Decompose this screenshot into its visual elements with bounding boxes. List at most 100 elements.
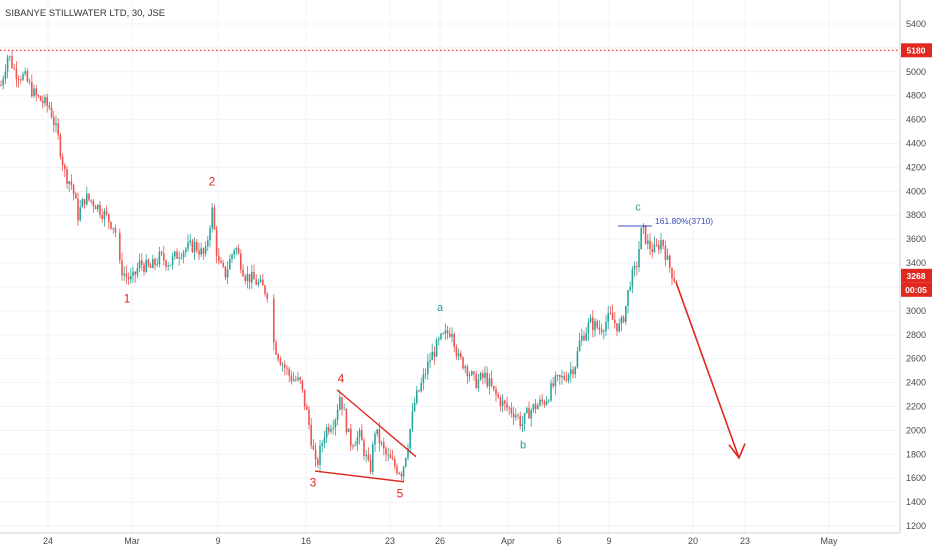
candle-body xyxy=(372,444,374,472)
candle-body xyxy=(284,364,286,368)
candle-body xyxy=(629,287,631,291)
candle-body xyxy=(50,107,53,118)
candle-body xyxy=(92,201,95,207)
candle-body xyxy=(523,413,526,425)
price-tick-label: 4600 xyxy=(906,115,926,125)
candle-body xyxy=(389,454,392,459)
candle-body xyxy=(413,402,416,412)
candle-body xyxy=(598,327,601,330)
resistance-price-badge: 5180 xyxy=(907,45,926,55)
time-tick-label: 9 xyxy=(606,536,611,546)
candle-body xyxy=(86,193,88,205)
candle-body xyxy=(79,207,81,221)
chart-title: SIBANYE STILLWATER LTD, 30, JSE xyxy=(5,8,165,19)
candle-body xyxy=(396,466,398,473)
last-price-badge: 3268 xyxy=(907,271,926,281)
candle-body xyxy=(123,273,125,276)
candle-body xyxy=(493,385,495,389)
candle-body xyxy=(352,445,354,447)
candle-body xyxy=(664,245,667,260)
projection-arrow-head xyxy=(728,443,746,460)
price-tick-label: 3600 xyxy=(906,234,926,244)
candle-body xyxy=(72,184,75,194)
candle-body xyxy=(614,319,616,324)
candle-body xyxy=(532,404,535,411)
price-tick-label: 4000 xyxy=(906,186,926,196)
candle-body xyxy=(325,427,328,438)
price-tick-label: 4800 xyxy=(906,91,926,101)
wave-label-5: 5 xyxy=(397,486,404,500)
price-tick-label: 2600 xyxy=(906,354,926,364)
candle-body xyxy=(323,437,326,444)
price-tick-label: 2000 xyxy=(906,425,926,435)
candle-body xyxy=(68,181,70,184)
candle-body xyxy=(165,260,167,267)
candle-body xyxy=(464,366,466,369)
candle-body xyxy=(660,240,662,250)
candle-body xyxy=(490,378,493,386)
candle-body xyxy=(97,204,99,210)
candle-body xyxy=(446,330,449,334)
candle-body xyxy=(521,424,524,427)
candle-body xyxy=(418,390,420,392)
candle-body xyxy=(422,374,425,383)
candle-body xyxy=(134,271,136,275)
candle-body xyxy=(143,264,145,272)
resistance-price-badge-bg xyxy=(901,43,932,58)
candle-body xyxy=(229,259,231,270)
candle-body xyxy=(108,214,110,222)
price-tick-label: 2800 xyxy=(906,330,926,340)
candle-body xyxy=(336,409,339,421)
wave-label-1: 1 xyxy=(124,291,131,305)
price-tick-label: 4400 xyxy=(906,139,926,149)
candle-body xyxy=(35,88,37,96)
candle-body xyxy=(651,248,653,253)
candle-body xyxy=(383,442,385,449)
last-price-badge-bg xyxy=(901,268,932,283)
candle-body xyxy=(343,409,345,411)
candle-body xyxy=(130,275,132,280)
candle-body xyxy=(160,251,163,254)
candle-body xyxy=(356,436,359,446)
drawings[interactable]: 161.80%(3710) xyxy=(0,49,900,483)
candle-body xyxy=(33,88,35,97)
time-axis[interactable]: 24 Mar 9 16 23 26 Apr 6 9 20 23 May xyxy=(0,532,900,546)
time-tick-label: 23 xyxy=(385,536,395,546)
candle-body xyxy=(618,323,620,332)
candle-body xyxy=(174,251,176,257)
candle-body xyxy=(2,79,4,86)
candle-body xyxy=(255,279,257,285)
triangle-lower-line[interactable] xyxy=(314,470,405,483)
triangle-upper-line[interactable] xyxy=(336,389,417,458)
wave-label-4: 4 xyxy=(338,372,345,386)
candle-body xyxy=(15,68,18,80)
candle-body xyxy=(515,415,517,418)
candle-body xyxy=(391,458,394,460)
candle-body xyxy=(600,329,603,333)
candle-body xyxy=(61,156,64,166)
price-tick-label: 1800 xyxy=(906,449,926,459)
candle-body xyxy=(59,135,62,157)
candle-body xyxy=(369,459,372,472)
projection-arrow-line[interactable] xyxy=(675,281,740,459)
wave-label-3: 3 xyxy=(310,476,317,490)
candle-body xyxy=(297,377,299,381)
candle-body xyxy=(295,379,297,381)
candle-body xyxy=(288,368,290,376)
candle-body xyxy=(211,207,213,229)
candle-body xyxy=(438,338,440,340)
candle-body xyxy=(121,260,123,276)
candle-body xyxy=(125,273,128,277)
wave-labels: 1 2 3 4 5 a b c xyxy=(124,174,642,500)
candle-body xyxy=(37,95,40,97)
candle-body xyxy=(471,371,473,375)
candle-body xyxy=(554,375,557,387)
time-tick-label: 9 xyxy=(215,536,220,546)
price-tick-label: 5400 xyxy=(906,19,926,29)
candle-body xyxy=(224,266,227,278)
time-tick-label: 16 xyxy=(301,536,311,546)
candle-body xyxy=(141,260,143,265)
candle-body xyxy=(339,396,341,410)
candle-body xyxy=(39,96,42,101)
